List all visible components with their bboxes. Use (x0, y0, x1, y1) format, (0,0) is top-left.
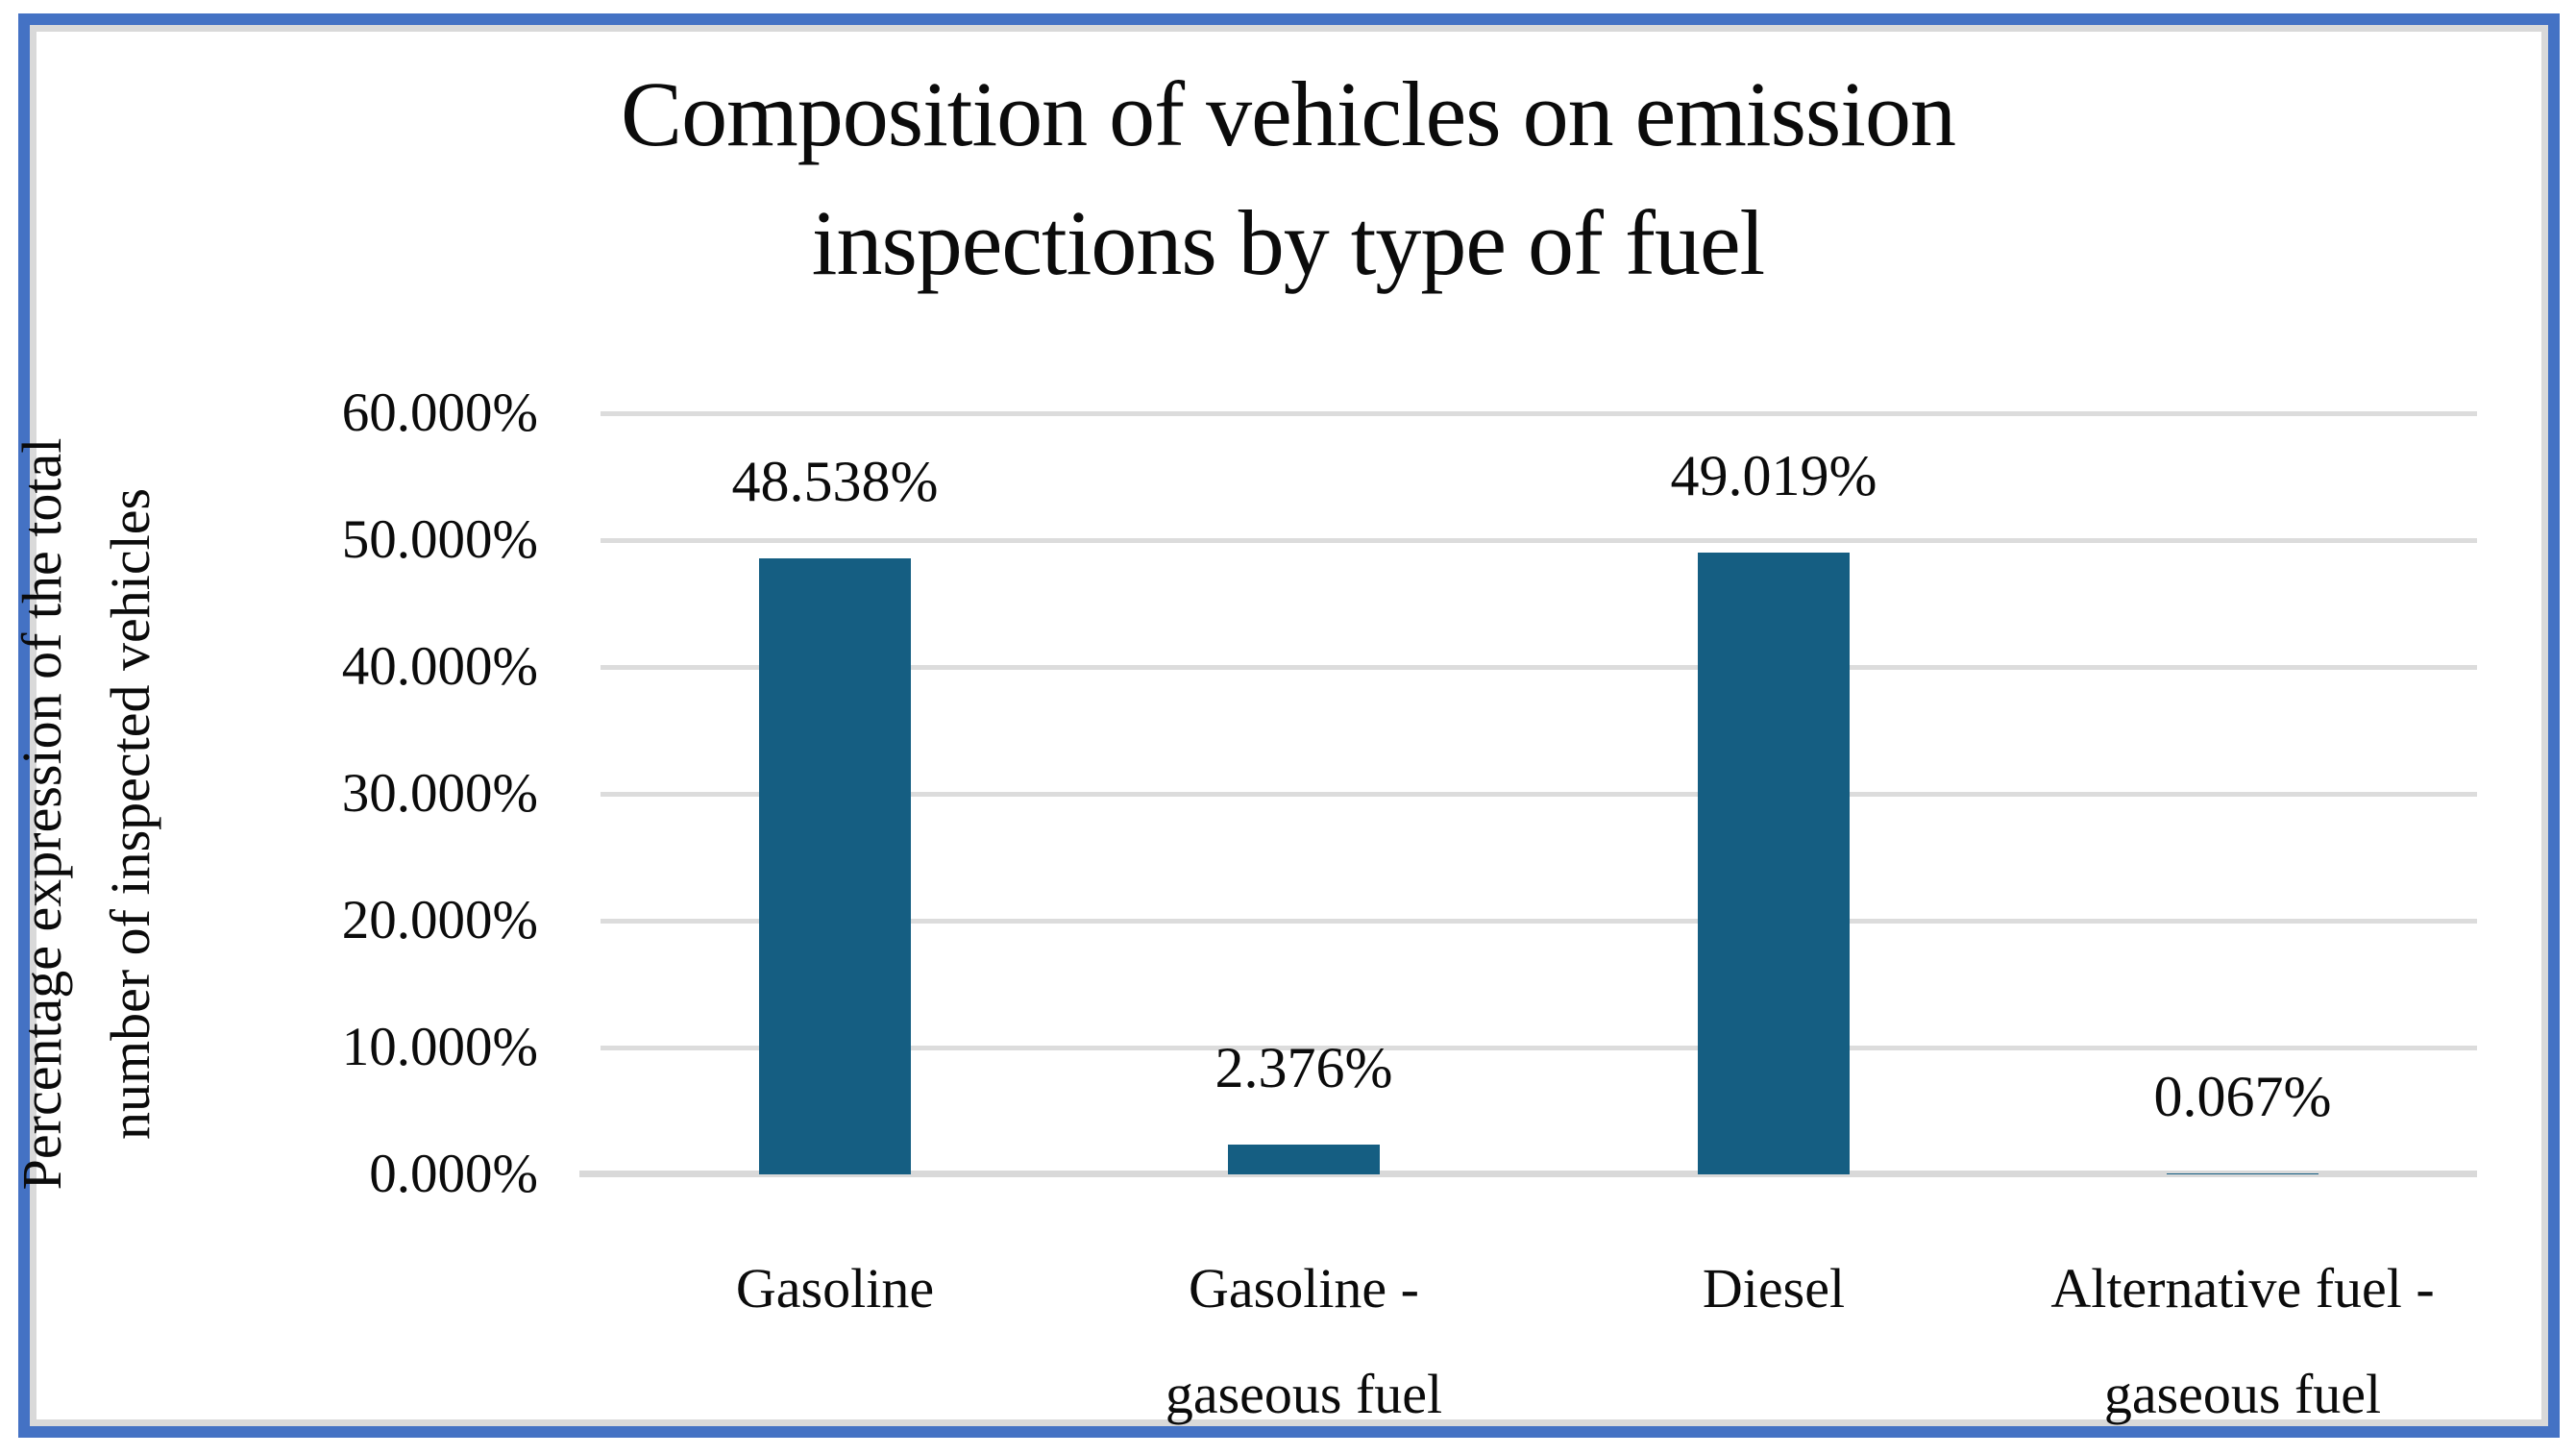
bar-alternative-fuel-gaseous-fuel (2167, 1173, 2318, 1174)
x-category-label-diesel: Diesel (1539, 1236, 2008, 1342)
x-category-label-line: gaseous fuel (2103, 1363, 2382, 1425)
bar-value-label-gasoline: 48.538% (731, 450, 939, 513)
gridline-50-percent (601, 538, 2477, 543)
bar-value-label-gasoline-gaseous-fuel: 2.376% (1214, 1036, 1393, 1099)
bar-gasoline-gaseous-fuel (1228, 1145, 1380, 1174)
bar-diesel (1698, 553, 1850, 1174)
x-category-label-line: Diesel (1702, 1257, 1846, 1319)
x-category-label-gasoline-gaseous-fuel: Gasoline - gaseous fuel (1069, 1236, 1538, 1447)
bar-value-label-alternative-fuel-gaseous-fuel: 0.067% (2153, 1065, 2332, 1128)
x-category-label-gasoline: Gasoline (601, 1236, 1069, 1342)
figure-inner-border (30, 25, 2548, 1426)
x-category-label-alternative-fuel-gaseous-fuel: Alternative fuel - gaseous fuel (2008, 1236, 2477, 1447)
y-tick-label-0: 0.000% (369, 1144, 538, 1204)
chart-title-line-1: Composition of vehicles on emission (621, 62, 1956, 165)
x-axis-line (579, 1171, 2477, 1177)
bar-value-label-diesel: 49.019% (1670, 444, 1877, 507)
gridline-10-percent (601, 1046, 2477, 1050)
y-tick-label-40: 40.000% (341, 636, 538, 697)
chart-title: Composition of vehicles on emission insp… (0, 50, 2576, 308)
y-tick-label-30: 30.000% (341, 763, 538, 824)
gridline-30-percent (601, 792, 2477, 797)
gridline-20-percent (601, 919, 2477, 924)
x-category-label-line: Gasoline - (1189, 1257, 1419, 1319)
x-category-label-line: Alternative fuel - (2050, 1257, 2435, 1319)
figure-border (18, 13, 2560, 1438)
y-tick-label-60: 60.000% (341, 382, 538, 443)
gridline-60-percent (601, 411, 2477, 416)
x-category-label-line: Gasoline (735, 1257, 935, 1319)
gridline-40-percent (601, 665, 2477, 670)
x-category-label-line: gaseous fuel (1165, 1363, 1443, 1425)
y-tick-label-10: 10.000% (341, 1017, 538, 1077)
bar-gasoline (759, 558, 911, 1174)
y-tick-label-20: 20.000% (341, 890, 538, 950)
chart-title-line-2: inspections by type of fuel (811, 191, 1765, 294)
plot-area: 48.538% 2.376% 49.019% 0.067% (579, 411, 2477, 1177)
y-tick-label-50: 50.000% (341, 509, 538, 570)
